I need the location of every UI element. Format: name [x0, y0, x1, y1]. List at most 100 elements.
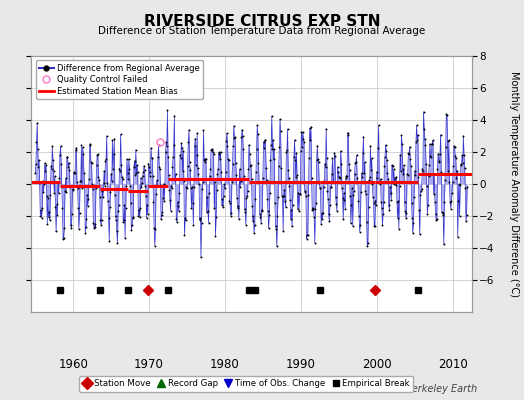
Point [213, 187, 221, 193]
Point [350, 187, 358, 194]
Point [268, 113, 276, 119]
Point [446, 205, 455, 212]
Point [160, 197, 168, 204]
Point [159, 195, 167, 202]
Point [170, 142, 178, 148]
Point [408, 214, 417, 221]
Point [150, 225, 158, 231]
Point [321, 161, 329, 167]
Point [385, 202, 393, 208]
Point [131, 172, 139, 178]
Point [373, 168, 381, 175]
Point [407, 200, 416, 206]
Point [130, 158, 139, 164]
Point [33, 120, 41, 126]
Point [373, 175, 381, 182]
Point [438, 210, 446, 216]
Point [438, 209, 446, 216]
Point [174, 202, 182, 209]
Point [430, 191, 438, 197]
Point [324, 211, 333, 218]
Point [110, 135, 118, 142]
Point [171, 177, 179, 184]
Point [403, 171, 411, 177]
Point [68, 186, 77, 192]
Point [58, 205, 67, 212]
Point [291, 174, 300, 180]
Point [183, 185, 191, 191]
Point [118, 176, 127, 182]
Point [355, 228, 364, 235]
Point [59, 236, 67, 242]
Point [308, 175, 316, 182]
Point [137, 175, 145, 181]
Point [277, 165, 286, 171]
Point [110, 150, 118, 157]
Point [434, 150, 442, 157]
Point [101, 158, 110, 164]
Point [170, 112, 179, 119]
Point [65, 167, 73, 173]
Point [38, 205, 47, 211]
Point [387, 196, 396, 203]
Point [109, 166, 117, 172]
Point [149, 199, 158, 205]
Point [268, 146, 277, 152]
Point [332, 201, 341, 207]
Point [204, 208, 212, 214]
Point [420, 126, 428, 132]
Point [281, 204, 290, 210]
Point [360, 170, 368, 176]
Point [101, 183, 109, 189]
Point [250, 222, 259, 229]
Point [421, 141, 430, 148]
Point [288, 202, 297, 209]
Point [271, 223, 280, 229]
Point [462, 218, 470, 224]
Point [458, 152, 466, 158]
Point [406, 144, 414, 150]
Point [94, 174, 103, 180]
Point [424, 201, 432, 208]
Text: 1980: 1980 [210, 358, 240, 371]
Point [272, 226, 280, 233]
Point [96, 217, 105, 223]
Point [309, 204, 317, 211]
Point [423, 211, 432, 217]
Point [419, 168, 427, 174]
Point [400, 162, 408, 168]
Text: 2000: 2000 [362, 358, 391, 371]
Point [43, 220, 51, 227]
Point [148, 155, 157, 162]
Point [220, 193, 228, 199]
Point [209, 149, 217, 155]
Point [36, 180, 44, 187]
Point [290, 154, 298, 160]
Point [227, 210, 235, 216]
Point [265, 212, 274, 218]
Point [76, 178, 84, 184]
Point [333, 208, 341, 214]
Point [71, 146, 80, 153]
Point [86, 158, 95, 165]
Point [460, 152, 468, 158]
Point [328, 171, 336, 177]
Point [223, 130, 231, 136]
Point [292, 150, 301, 156]
Point [187, 185, 195, 191]
Point [383, 170, 391, 176]
Point [431, 211, 440, 218]
Point [122, 182, 130, 189]
Point [78, 184, 86, 191]
Point [436, 132, 445, 138]
Point [412, 139, 420, 145]
Point [146, 169, 155, 176]
Point [351, 171, 359, 177]
Point [149, 173, 157, 180]
Point [211, 232, 220, 239]
Point [325, 218, 333, 224]
Point [302, 236, 311, 242]
Point [118, 174, 126, 181]
Point [453, 167, 461, 174]
Point [49, 157, 57, 164]
